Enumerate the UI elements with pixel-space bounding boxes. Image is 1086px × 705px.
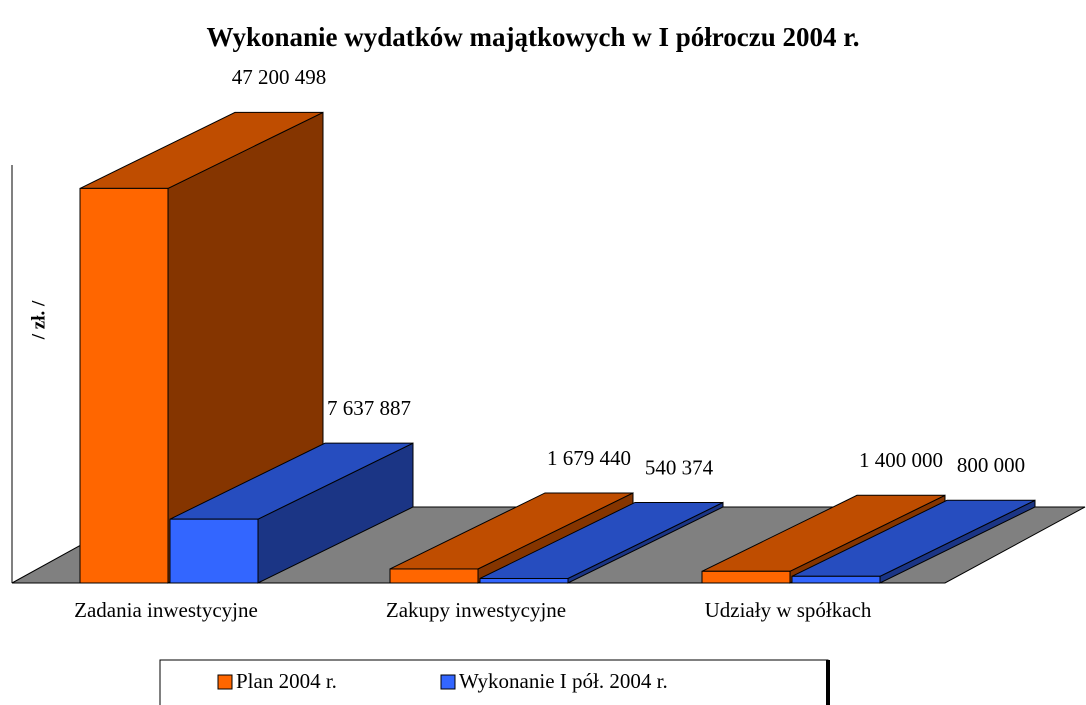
legend-label: Plan 2004 r. — [236, 669, 337, 693]
data-label: 540 374 — [645, 455, 714, 479]
x-tick-label: Zakupy inwestycyjne — [386, 598, 566, 622]
x-tick-label: Udziały w spółkach — [705, 598, 872, 622]
legend-box — [159, 659, 829, 705]
legend-swatch — [440, 674, 456, 690]
legend-swatch — [217, 674, 233, 690]
data-label: 1 679 440 — [547, 446, 631, 470]
bar — [169, 518, 259, 584]
bar — [791, 575, 881, 584]
bar — [701, 570, 791, 584]
legend-label: Wykonanie I pół. 2004 r. — [459, 669, 668, 693]
data-label: 47 200 498 — [232, 65, 327, 89]
data-label: 1 400 000 — [859, 448, 943, 472]
data-label: 800 000 — [957, 453, 1025, 477]
bar — [479, 577, 569, 584]
bar — [389, 568, 479, 584]
chart-title: Wykonanie wydatków majątkowych w I półro… — [206, 22, 859, 52]
bar — [79, 187, 169, 584]
data-label: 7 637 887 — [327, 396, 411, 420]
x-tick-label: Zadania inwestycyjne — [74, 598, 258, 622]
y-axis-label: / zł. / — [28, 300, 49, 340]
